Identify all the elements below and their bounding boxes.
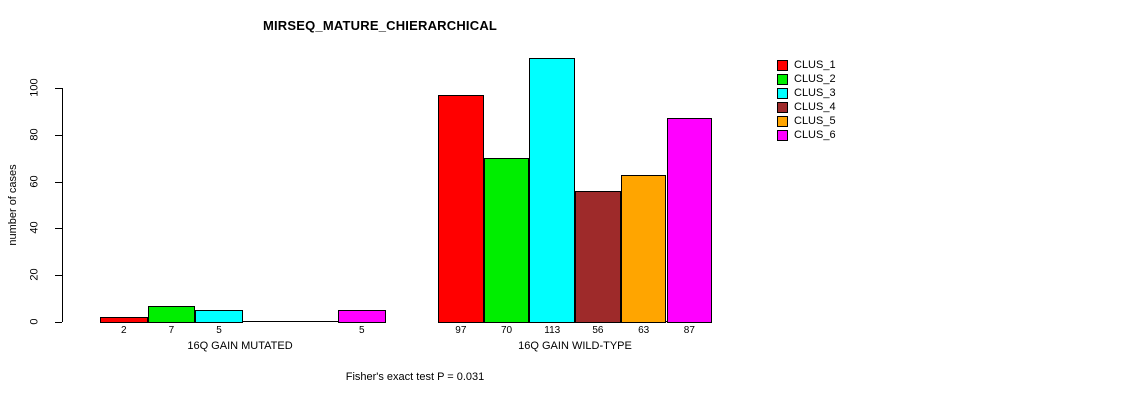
chart-title: MIRSEQ_MATURE_CHIERARCHICAL	[262, 18, 498, 33]
y-axis-tick	[55, 88, 62, 89]
bar-value-label: 63	[638, 325, 650, 336]
y-axis-tick-label: 80	[28, 128, 41, 141]
bar	[195, 310, 243, 323]
y-axis-tick-label: 100	[28, 78, 41, 97]
bar-value-label: 2	[121, 325, 127, 336]
bar	[483, 158, 530, 323]
legend-swatch-icon	[777, 73, 788, 85]
y-axis-tick	[55, 322, 62, 323]
legend-item-label: CLUS_3	[794, 86, 836, 99]
bar-value-label: 5	[359, 325, 365, 336]
y-axis-line	[62, 88, 63, 322]
legend-swatch-icon	[777, 59, 788, 71]
legend-swatch-icon	[777, 87, 788, 99]
y-axis-tick-label: 20	[28, 268, 41, 281]
bar	[438, 95, 484, 323]
y-axis-tick-label: 40	[28, 221, 41, 235]
y-axis-tick-label: 0	[28, 318, 41, 325]
bar	[100, 317, 148, 323]
group-axis-label: 16Q GAIN MUTATED	[187, 340, 293, 352]
bar	[666, 118, 713, 323]
bar-value-label: 97	[455, 325, 467, 336]
legend-item: CLUS_5	[777, 114, 836, 128]
bar-value-label: 70	[500, 325, 513, 336]
y-axis-tick	[55, 134, 62, 136]
legend-item: CLUS_2	[777, 72, 836, 86]
y-axis-tick	[55, 181, 62, 183]
legend-item: CLUS_3	[777, 86, 836, 100]
group-axis-label: 16Q GAIN WILD-TYPE	[518, 340, 632, 352]
bar-value-label: 87	[683, 325, 695, 336]
bar	[147, 305, 196, 323]
bar-value-label: 7	[168, 325, 175, 336]
legend-item-label: CLUS_5	[794, 114, 836, 127]
legend: CLUS_1 CLUS_2 CLUS_3 CLUS_4 CLUS_5 CLUS_6	[777, 58, 836, 142]
bar	[620, 174, 667, 323]
fisher-test-annotation: Fisher's exact test P = 0.031	[345, 371, 485, 383]
bar-value-label: 56	[592, 325, 604, 336]
bar-value-label: 113	[544, 325, 561, 336]
bar-value-label: 5	[216, 325, 222, 336]
legend-item-label: CLUS_6	[794, 128, 836, 141]
legend-item-label: CLUS_2	[794, 72, 836, 85]
bar	[529, 57, 576, 323]
bar	[575, 190, 621, 323]
legend-swatch-icon	[777, 115, 788, 127]
y-axis-tick	[55, 275, 62, 277]
legend-item-label: CLUS_1	[794, 58, 836, 71]
y-axis-label: number of cases	[7, 164, 19, 246]
bar	[338, 310, 386, 323]
group-baseline	[100, 321, 386, 322]
legend-item-label: CLUS_4	[794, 100, 836, 113]
y-axis-tick-label: 60	[28, 174, 41, 188]
y-axis-tick	[55, 228, 62, 230]
y-axis-label-wrap: number of cases	[6, 150, 20, 260]
legend-item: CLUS_6	[777, 128, 836, 142]
legend-item: CLUS_4	[777, 100, 836, 114]
legend-swatch-icon	[777, 101, 788, 113]
legend-item: CLUS_1	[777, 58, 836, 72]
legend-swatch-icon	[777, 129, 788, 141]
